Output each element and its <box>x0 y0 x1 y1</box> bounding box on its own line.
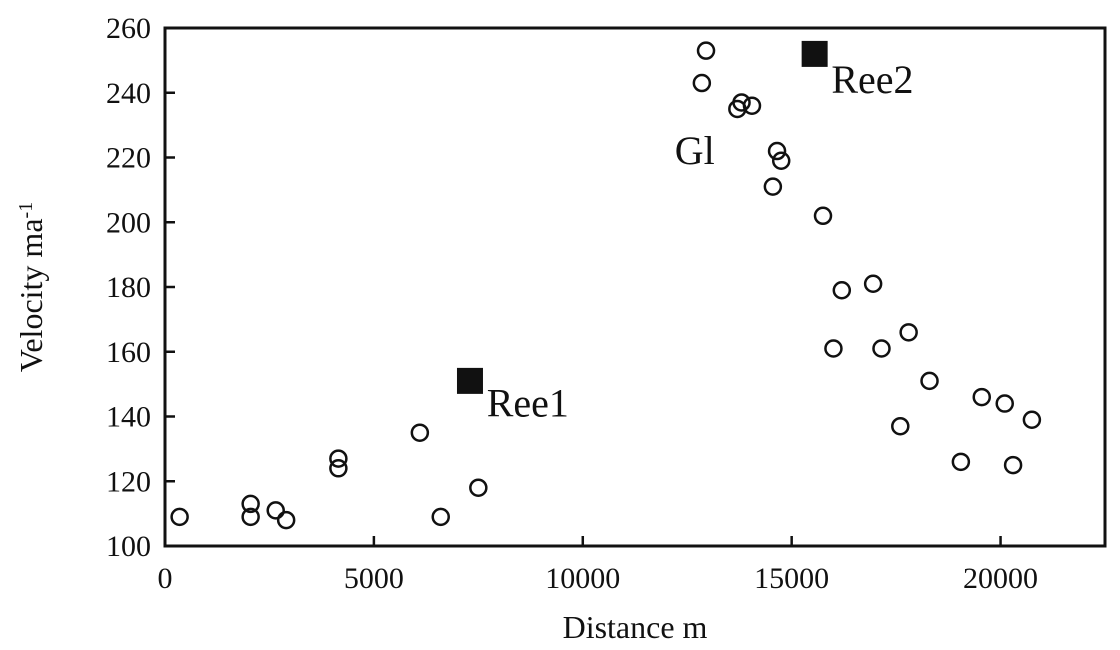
data-point-circle <box>863 274 883 294</box>
data-point-circle <box>899 323 918 342</box>
data-point-circle <box>771 151 791 170</box>
y-axis-title-superscript: -1 <box>15 202 37 219</box>
data-point-circle <box>972 387 992 407</box>
data-point-circle <box>266 501 285 520</box>
y-tick-label: 160 <box>106 336 151 369</box>
data-point-circle <box>951 452 971 472</box>
data-point-circle <box>696 41 716 60</box>
y-axis-title-main: Velocity ma <box>13 218 49 372</box>
data-point-circle <box>241 507 260 527</box>
data-point-square <box>801 40 828 67</box>
data-point-circle <box>329 449 348 468</box>
annotation-label: Ree2 <box>831 57 913 102</box>
y-tick-label: 100 <box>106 530 151 563</box>
data-point-circle <box>469 478 488 497</box>
data-point-circle <box>995 394 1014 413</box>
y-tick-label: 240 <box>106 77 151 110</box>
annotation-label: Ree1 <box>487 381 569 426</box>
x-axis-title: Distance m <box>563 609 708 645</box>
data-points <box>170 40 1042 530</box>
data-point-circle <box>732 93 751 112</box>
x-tick-label: 20000 <box>963 562 1038 595</box>
data-point-circle <box>891 416 910 436</box>
annotations: Gl Ree1 Ree2 <box>487 57 914 426</box>
data-point-circle <box>170 507 189 527</box>
y-tick-label: 180 <box>106 271 151 304</box>
y-tick-label: 140 <box>106 401 151 434</box>
x-tick-label: 15000 <box>754 562 829 595</box>
data-point-circle <box>832 280 852 300</box>
data-point-circle <box>742 96 762 115</box>
y-tick-label: 220 <box>106 142 151 175</box>
data-point-square <box>456 367 483 394</box>
data-point-circle <box>692 73 712 93</box>
data-point-circle <box>813 206 833 226</box>
y-tick-label: 200 <box>106 206 151 239</box>
x-tick-label: 0 <box>158 562 173 595</box>
data-point-circle <box>767 141 787 161</box>
data-point-circle <box>329 459 348 478</box>
y-axis-ticks: 100 120 140 160 180 200 220 240 260 <box>106 12 175 563</box>
data-point-circle <box>410 423 430 442</box>
data-point-circle <box>920 371 939 391</box>
data-point-circle <box>1003 455 1023 475</box>
data-point-circle <box>824 339 843 358</box>
data-point-circle <box>872 339 891 358</box>
data-point-circle <box>276 510 296 530</box>
x-axis-ticks: 0 5000 10000 15000 20000 <box>158 536 1038 595</box>
x-tick-label: 5000 <box>344 562 404 595</box>
y-axis-title: Velocity ma-1 <box>13 202 49 372</box>
data-point-circle <box>763 177 783 196</box>
y-tick-label: 260 <box>106 12 151 45</box>
y-tick-label: 120 <box>106 465 151 498</box>
annotation-label: Gl <box>675 128 715 173</box>
data-point-circle <box>431 507 450 527</box>
x-tick-label: 10000 <box>545 562 620 595</box>
data-point-circle <box>241 494 260 514</box>
data-point-circle <box>1022 410 1042 429</box>
